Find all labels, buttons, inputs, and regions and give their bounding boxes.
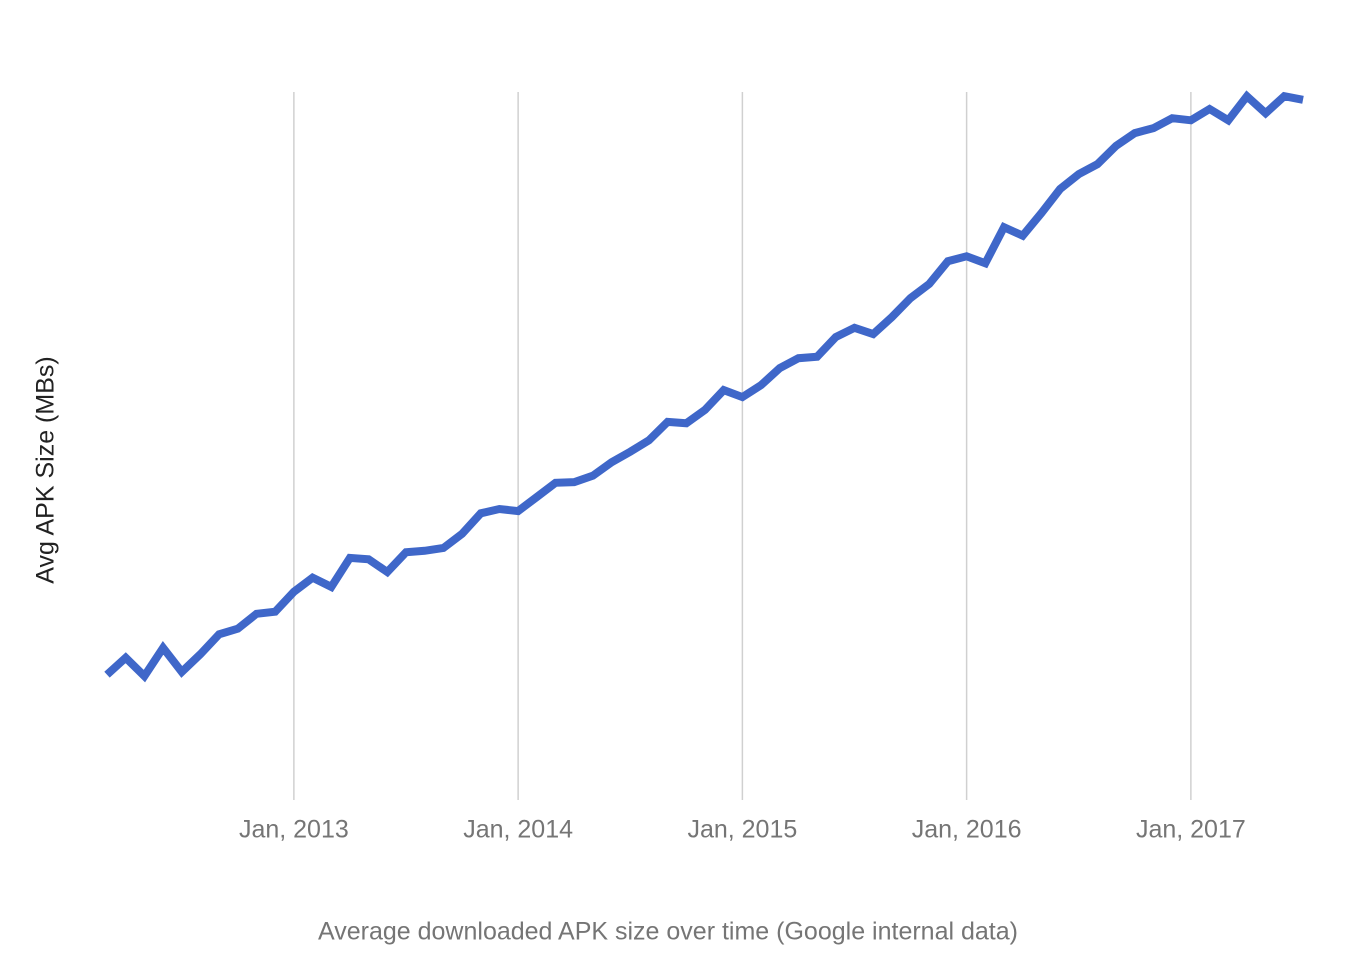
x-tick-label: Jan, 2013 (239, 816, 349, 844)
caption: Average downloaded APK size over time (G… (318, 918, 1018, 946)
x-tick-label: Jan, 2015 (687, 816, 797, 844)
y-axis-label: Avg APK Size (MBs) (32, 356, 60, 583)
data-line (104, 90, 1304, 683)
x-tick-label: Jan, 2014 (463, 816, 573, 844)
x-tick-label: Jan, 2016 (912, 816, 1022, 844)
x-tick-label: Jan, 2017 (1136, 816, 1246, 844)
